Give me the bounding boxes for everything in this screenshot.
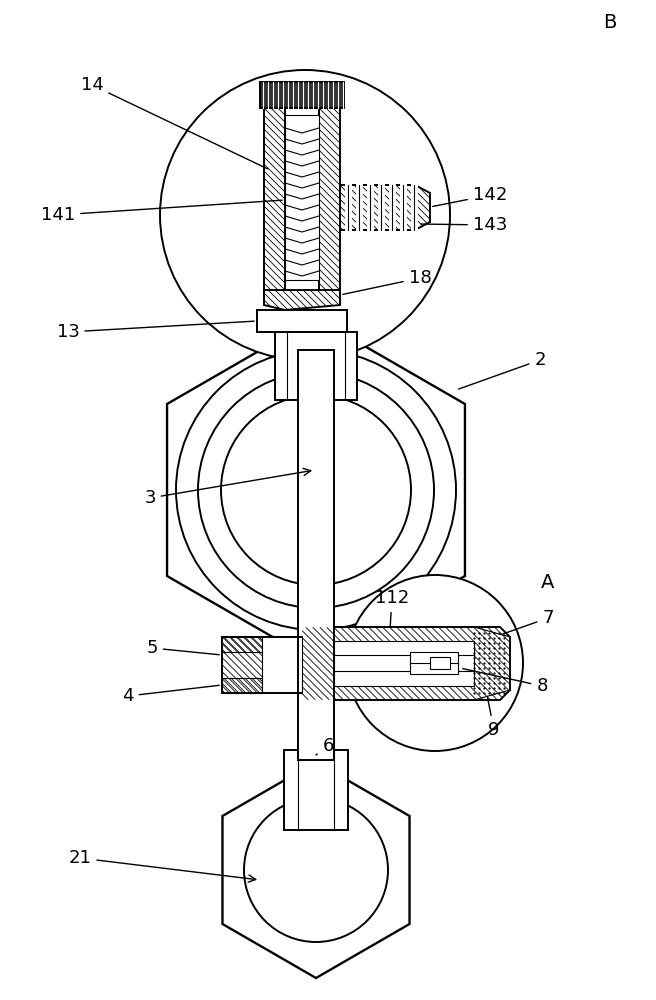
Text: 142: 142 (433, 186, 507, 206)
Bar (298, 350, 334, 760)
Polygon shape (302, 627, 510, 700)
Bar (284, 750, 348, 830)
Text: 21: 21 (69, 849, 256, 882)
Bar (430, 657, 450, 669)
Bar (334, 641, 474, 686)
Bar (285, 115, 319, 280)
Bar (410, 652, 458, 674)
Polygon shape (264, 290, 340, 310)
Text: 143: 143 (420, 216, 507, 234)
Polygon shape (167, 318, 465, 662)
Text: 3: 3 (144, 468, 311, 507)
Text: 6: 6 (316, 737, 334, 755)
Text: 18: 18 (342, 269, 432, 294)
Bar (275, 332, 357, 400)
Circle shape (244, 798, 388, 942)
Text: 4: 4 (122, 685, 219, 705)
Text: 9: 9 (487, 698, 500, 739)
Text: A: A (541, 573, 555, 592)
Text: 112: 112 (375, 589, 409, 627)
Bar (260, 82, 344, 108)
Text: 13: 13 (56, 321, 255, 341)
Text: 14: 14 (81, 76, 268, 169)
Text: 5: 5 (146, 639, 219, 657)
Text: 8: 8 (462, 669, 548, 695)
Polygon shape (264, 108, 285, 290)
Polygon shape (222, 637, 302, 693)
Circle shape (198, 372, 434, 608)
Circle shape (347, 575, 523, 751)
Text: B: B (604, 13, 617, 32)
Polygon shape (222, 762, 409, 978)
Circle shape (221, 395, 411, 585)
Polygon shape (340, 185, 430, 230)
Circle shape (176, 350, 456, 630)
Bar (262, 637, 302, 693)
Bar (257, 310, 347, 332)
Polygon shape (319, 108, 340, 290)
Polygon shape (222, 637, 262, 652)
Circle shape (160, 70, 450, 360)
Text: 2: 2 (459, 351, 546, 389)
Text: 7: 7 (502, 609, 554, 634)
Polygon shape (222, 678, 262, 693)
Text: 141: 141 (41, 200, 282, 224)
